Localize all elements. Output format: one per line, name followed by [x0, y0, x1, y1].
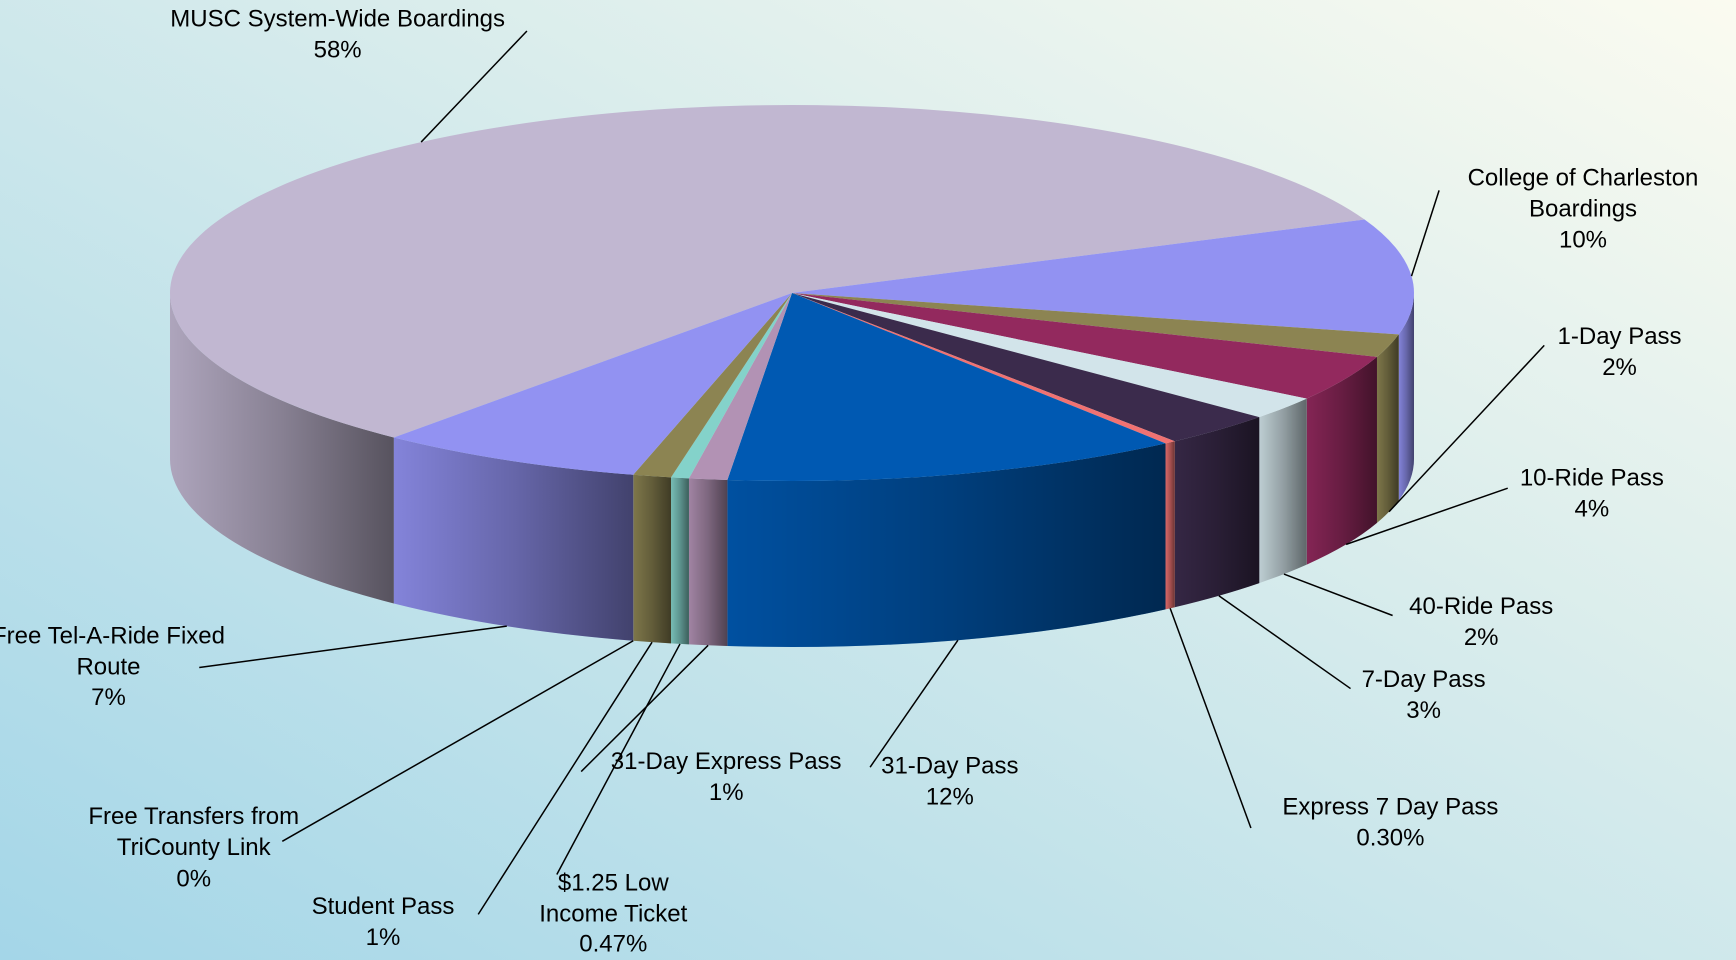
data-label-name: $1.25 Low Income Ticket [539, 870, 687, 928]
slice [792, 219, 1414, 335]
leader-line [477, 641, 653, 915]
data-label-name: 7-Day Pass [1362, 666, 1486, 693]
data-label-value: 10% [1559, 227, 1607, 254]
data-label-value: 7% [91, 684, 126, 711]
data-label-value: 0.47% [579, 931, 647, 958]
leader-line [420, 30, 528, 143]
slice [393, 293, 792, 475]
slice-side-shade [1306, 356, 1377, 565]
leader-line [199, 625, 507, 669]
slice [633, 293, 792, 478]
leader-line [1283, 573, 1393, 617]
leader-line [281, 640, 634, 842]
slice [792, 293, 1307, 418]
leader-line [869, 639, 959, 768]
data-label-value: 12% [926, 783, 974, 810]
data-label-name: College of Charleston Boardings [1468, 165, 1699, 223]
data-label-value: 2% [1464, 624, 1499, 651]
data-label-value: 1% [709, 779, 744, 806]
data-label-name: Express 7 Day Pass [1282, 793, 1498, 820]
leader-line [556, 643, 681, 875]
data-label-name: 10-Ride Pass [1520, 465, 1664, 492]
data-label-value: 58% [314, 36, 362, 63]
slice-side-shade [1376, 334, 1399, 523]
slice [792, 293, 1399, 357]
data-label-value: 0% [176, 865, 211, 892]
slice-side-shade [1259, 398, 1307, 584]
data-label-value: 1% [366, 924, 401, 951]
slice-side-shade [727, 443, 1166, 647]
data-label-value: 2% [1602, 354, 1637, 381]
data-label-name: 31-Day Express Pass [611, 748, 842, 775]
slice [792, 293, 1377, 399]
data-label-name: MUSC System-Wide Boardings [170, 5, 505, 32]
slice-side-shade [633, 474, 672, 644]
slice-side-shade [671, 477, 689, 645]
leader-line [1388, 344, 1545, 513]
data-label-name: Student Pass [312, 893, 455, 920]
data-label-name: Free Transfers from TriCounty Link [88, 803, 299, 861]
slice-side-shade [169, 293, 394, 604]
slice [688, 293, 792, 480]
data-label-name: Free Tel-A-Ride Fixed Route [0, 623, 225, 681]
slice [727, 293, 1166, 481]
slice-side-shade [1398, 293, 1414, 501]
slice [792, 293, 1260, 442]
slice-side-shade [1165, 441, 1175, 610]
leader-line [1345, 487, 1508, 546]
data-label-value: 3% [1406, 697, 1441, 724]
leader-line [1169, 608, 1252, 829]
slice [792, 293, 1175, 444]
slice [671, 293, 792, 479]
slice-side-shade [393, 437, 634, 641]
data-label-value: 0.30% [1356, 824, 1424, 851]
data-label-name: 40-Ride Pass [1409, 593, 1553, 620]
slice-side-shade [1174, 417, 1260, 608]
leader-line [1410, 190, 1440, 277]
data-label-value: 4% [1575, 496, 1610, 523]
slice-side-shade [688, 478, 728, 646]
leader-line [1218, 595, 1351, 690]
data-label-name: 1-Day Pass [1558, 323, 1682, 350]
data-label-name: 31-Day Pass [881, 752, 1018, 779]
leader-line [580, 644, 709, 773]
slice [170, 105, 1365, 438]
